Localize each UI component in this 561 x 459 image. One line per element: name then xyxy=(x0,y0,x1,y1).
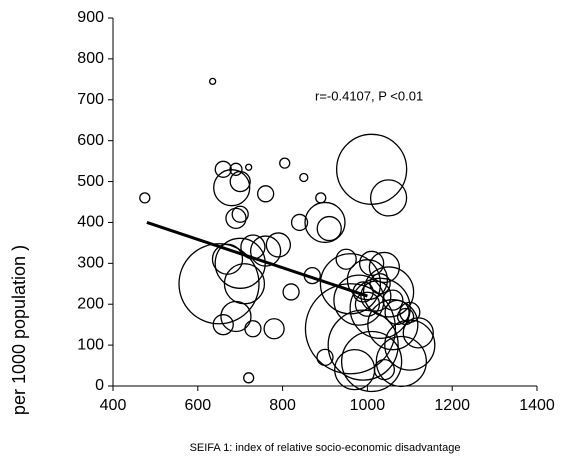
bubble xyxy=(282,283,300,301)
x-axis-label: SEIFA 1: index of relative socio-economi… xyxy=(190,442,461,454)
bubble xyxy=(245,163,253,171)
bubble xyxy=(367,299,419,351)
bubble xyxy=(220,300,252,333)
bubble xyxy=(362,266,415,318)
y-tick-label: 900 xyxy=(77,9,104,26)
bubble xyxy=(316,215,342,242)
bubble xyxy=(212,314,234,336)
x-tick-label: 1000 xyxy=(350,397,386,414)
bubble xyxy=(354,291,381,317)
bubble xyxy=(213,169,251,207)
x-tick-label: 1400 xyxy=(519,397,555,414)
x-tick-label: 800 xyxy=(269,397,296,414)
bubble xyxy=(225,207,247,230)
x-tick-label: 1200 xyxy=(434,397,470,414)
y-tick-label: 200 xyxy=(77,295,104,312)
bubble xyxy=(399,301,421,324)
y-tick-label: 300 xyxy=(77,255,104,272)
bubble xyxy=(279,157,291,169)
bubble xyxy=(373,358,396,381)
bubble xyxy=(231,205,249,223)
bubble xyxy=(304,283,397,375)
bubble xyxy=(384,299,410,326)
bubble xyxy=(396,307,415,326)
bubble xyxy=(369,273,391,295)
bubble xyxy=(333,274,385,326)
bubble xyxy=(382,289,404,311)
bubble xyxy=(243,372,255,384)
bubble xyxy=(375,335,427,388)
x-tick-label: 600 xyxy=(184,397,211,414)
y-tick-label: 0 xyxy=(95,377,104,394)
bubble xyxy=(178,243,260,325)
bubble xyxy=(349,277,411,339)
y-tick-label: 100 xyxy=(77,336,104,353)
bubble xyxy=(229,170,251,193)
y-tick-label: 500 xyxy=(77,173,104,190)
bubble xyxy=(265,232,292,258)
bubble xyxy=(208,77,217,86)
bubble xyxy=(304,201,346,244)
bubble xyxy=(360,280,392,312)
bubble xyxy=(327,309,399,381)
bubble xyxy=(315,192,327,204)
y-tick-label: 800 xyxy=(77,50,104,67)
bubble xyxy=(290,213,309,232)
bubble xyxy=(368,251,401,284)
bubble xyxy=(402,317,434,349)
y-tick-label: 600 xyxy=(77,132,104,149)
bubble xyxy=(346,259,389,301)
y-axis-label: per 1000 population ) xyxy=(9,245,29,415)
bubble xyxy=(369,179,408,217)
bubble xyxy=(139,192,151,204)
bubble xyxy=(316,348,334,367)
x-tick-label: 400 xyxy=(100,397,127,414)
y-tick-label: 700 xyxy=(77,91,104,108)
trend-line xyxy=(146,221,368,298)
bubble xyxy=(263,318,285,340)
y-tick-label: 400 xyxy=(77,214,104,231)
bubble xyxy=(256,185,275,203)
bubble xyxy=(340,330,403,393)
annotation: r=-0.4107, P <0.01 xyxy=(315,88,423,103)
bubble xyxy=(335,248,357,270)
bubble xyxy=(299,172,309,183)
bubble xyxy=(358,250,385,276)
bubble xyxy=(249,235,282,267)
bubble xyxy=(244,320,262,338)
